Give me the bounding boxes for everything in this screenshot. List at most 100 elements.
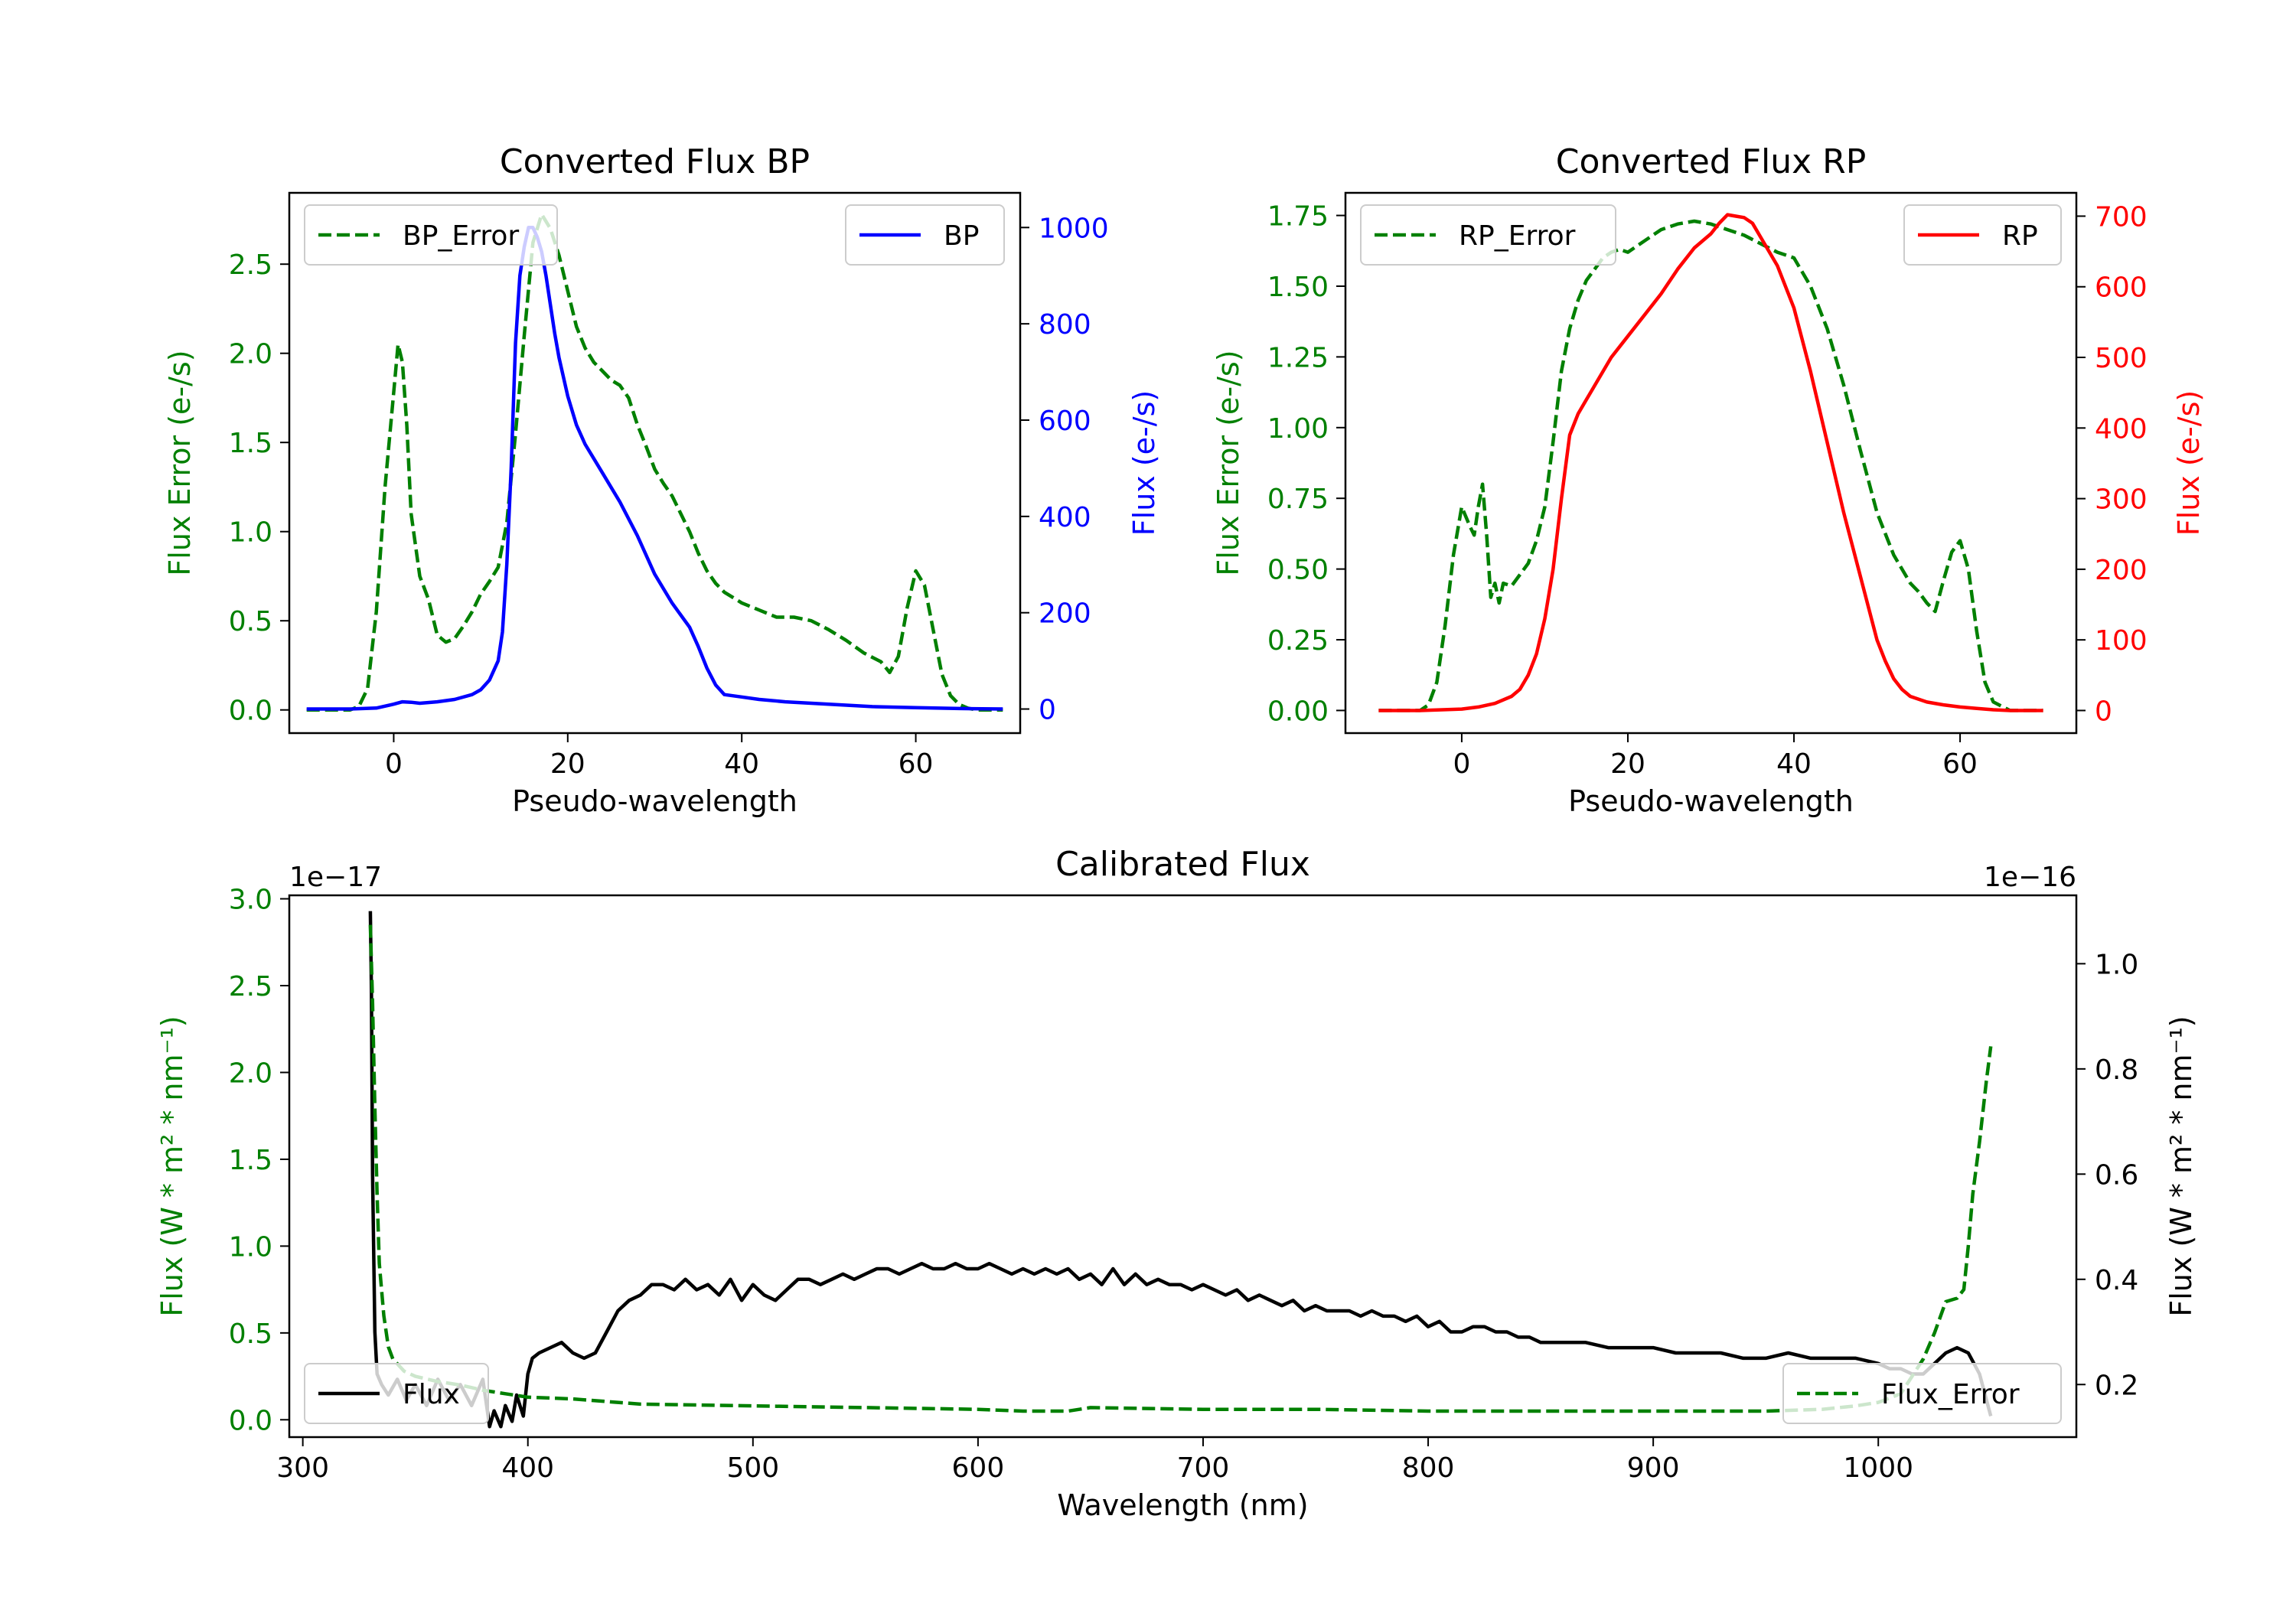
y-right-tick-label: 1000 bbox=[1039, 213, 1109, 244]
y-right-tick-label: 400 bbox=[2095, 413, 2148, 445]
y-left-tick-label: 0.00 bbox=[1267, 696, 1329, 727]
series-flux-line bbox=[368, 911, 1993, 1429]
y-right-tick-label: 0.6 bbox=[2095, 1159, 2138, 1191]
x-tick-label: 500 bbox=[726, 1452, 779, 1484]
y-right-tick-label: 700 bbox=[2095, 201, 2148, 233]
y-right-axis-label: Flux (e-/s) bbox=[1127, 390, 1161, 536]
axes-frame bbox=[1344, 191, 2078, 735]
y-right-tick-label: 600 bbox=[2095, 272, 2148, 304]
legend-box bbox=[1782, 1363, 2062, 1424]
y-right-tick-label: 0 bbox=[2095, 696, 2112, 727]
x-tick-label: 700 bbox=[1177, 1452, 1230, 1484]
calibrated-subplot: 300 400 500 600 700 800 900 1000 0.0 0.5 1.0 1.5 2.0… bbox=[155, 845, 2198, 1522]
y-right-tick-label: 500 bbox=[2095, 343, 2148, 374]
y-right-axis-label: Flux (W * m² * nm⁻¹) bbox=[2164, 1015, 2198, 1316]
legend-flux-error: Flux_Error bbox=[1782, 1363, 2062, 1424]
y-right-tick-label: 600 bbox=[1039, 406, 1091, 437]
series-bp-error-line bbox=[306, 212, 1003, 712]
y-left-tick-label: 1.50 bbox=[1267, 272, 1329, 303]
legend-rp: RP bbox=[1903, 204, 2062, 266]
legend-box bbox=[304, 204, 558, 266]
x-axis-label: Wavelength (nm) bbox=[1057, 1488, 1308, 1522]
legend-label: Flux bbox=[403, 1379, 460, 1410]
y-right-axis-label: Flux (e-/s) bbox=[2172, 390, 2206, 536]
legend-rp-error: RP_Error bbox=[1360, 204, 1616, 266]
legend-label: RP bbox=[2002, 220, 2038, 252]
legend-box bbox=[1903, 204, 2062, 266]
bp-subplot: 0 20 40 60 0.0 0.5 1.0 1.5 2.0 2.5 0 200 400 600 800 10… bbox=[163, 142, 1161, 818]
y-right-tick-label: 1.0 bbox=[2095, 949, 2138, 980]
chart-title: Converted Flux RP bbox=[1556, 142, 1867, 181]
y-right-tick-label: 800 bbox=[1039, 309, 1091, 341]
y-left-tick-label: 0.0 bbox=[229, 696, 272, 727]
y-left-tick-label: 2.0 bbox=[229, 339, 272, 370]
legend-label: Flux_Error bbox=[1881, 1379, 2020, 1410]
legend-label: RP_Error bbox=[1459, 220, 1576, 252]
y-left-axis-label: Flux Error (e-/s) bbox=[1212, 350, 1245, 575]
y-left-tick-label: 1.0 bbox=[229, 517, 272, 549]
y-right-tick-label: 0.2 bbox=[2095, 1370, 2138, 1401]
y-left-tick-label: 1.5 bbox=[229, 428, 272, 459]
y-left-tick-label: 0.75 bbox=[1267, 484, 1329, 515]
series-rp-line bbox=[1378, 213, 2043, 712]
y-left-offset-text: 1e−17 bbox=[289, 862, 382, 893]
x-axis-label: Pseudo-wavelength bbox=[1568, 784, 1854, 818]
x-tick-label: 40 bbox=[1776, 748, 1812, 780]
y-left-tick-label: 1.00 bbox=[1267, 413, 1329, 445]
y-right-tick-label: 0.8 bbox=[2095, 1054, 2138, 1086]
legend-label: BP_Error bbox=[403, 220, 519, 252]
y-right-offset-text: 1e−16 bbox=[1984, 862, 2076, 893]
x-tick-label: 0 bbox=[1453, 748, 1470, 780]
y-right-tick-label: 0.4 bbox=[2095, 1265, 2138, 1296]
y-right-tick-label: 100 bbox=[2095, 625, 2148, 657]
plot-area bbox=[306, 212, 1003, 712]
y-right-tick-label: 200 bbox=[2095, 555, 2148, 586]
x-tick-label: 20 bbox=[550, 748, 585, 780]
legend-box bbox=[304, 1363, 489, 1424]
legend-box bbox=[1360, 204, 1616, 266]
x-tick-label: 20 bbox=[1610, 748, 1645, 780]
y-left-tick-label: 2.5 bbox=[229, 971, 272, 1002]
x-axis-label: Pseudo-wavelength bbox=[512, 784, 797, 818]
axes-frame bbox=[288, 191, 1022, 735]
y-left-tick-label: 1.25 bbox=[1267, 342, 1329, 373]
y-left-tick-label: 0.50 bbox=[1267, 555, 1329, 586]
series-flux-error-line bbox=[368, 924, 1993, 1413]
y-left-tick-label: 0.5 bbox=[229, 1319, 272, 1350]
legend-box bbox=[845, 204, 1005, 266]
y-left-tick-label: 1.0 bbox=[229, 1231, 272, 1263]
y-left-axis-label: Flux Error (e-/s) bbox=[163, 350, 197, 575]
y-right-tick-label: 200 bbox=[1039, 598, 1091, 630]
x-tick-label: 600 bbox=[952, 1452, 1005, 1484]
y-left-tick-label: 2.5 bbox=[229, 249, 272, 281]
x-tick-label: 300 bbox=[276, 1452, 329, 1484]
y-left-tick-label: 3.0 bbox=[229, 885, 272, 916]
rp-subplot: 0 20 40 60 0.00 0.25 0.50 0.75 1.00 1.25 1.50 1.75 0… bbox=[1212, 142, 2206, 818]
legend-bp-error: BP_Error bbox=[304, 204, 558, 266]
y-left-tick-label: 1.5 bbox=[229, 1145, 272, 1176]
y-right-tick-label: 400 bbox=[1039, 502, 1091, 533]
y-left-tick-label: 2.0 bbox=[229, 1058, 272, 1089]
y-right-tick-label: 0 bbox=[1039, 695, 1056, 726]
y-left-tick-label: 1.75 bbox=[1267, 201, 1329, 233]
x-tick-label: 0 bbox=[385, 748, 403, 780]
x-tick-label: 800 bbox=[1402, 1452, 1455, 1484]
plot-area bbox=[368, 911, 1993, 1429]
y-left-axis-label: Flux (W * m² * nm⁻¹) bbox=[155, 1015, 189, 1316]
y-left-tick-label: 0.0 bbox=[229, 1405, 272, 1436]
series-rp-error-line bbox=[1378, 219, 2043, 712]
x-tick-label: 60 bbox=[899, 748, 934, 780]
series-bp-line bbox=[306, 226, 1003, 711]
y-left-tick-label: 0.5 bbox=[229, 606, 272, 637]
x-tick-label: 400 bbox=[501, 1452, 554, 1484]
legend-flux: Flux bbox=[304, 1363, 489, 1424]
legend-label: BP bbox=[944, 220, 979, 252]
legend-bp: BP bbox=[845, 204, 1005, 266]
chart-title: Calibrated Flux bbox=[1055, 845, 1310, 884]
x-tick-label: 900 bbox=[1627, 1452, 1680, 1484]
plot-area bbox=[1378, 213, 2043, 712]
x-tick-label: 1000 bbox=[1843, 1452, 1913, 1484]
chart-title: Converted Flux BP bbox=[500, 142, 810, 181]
